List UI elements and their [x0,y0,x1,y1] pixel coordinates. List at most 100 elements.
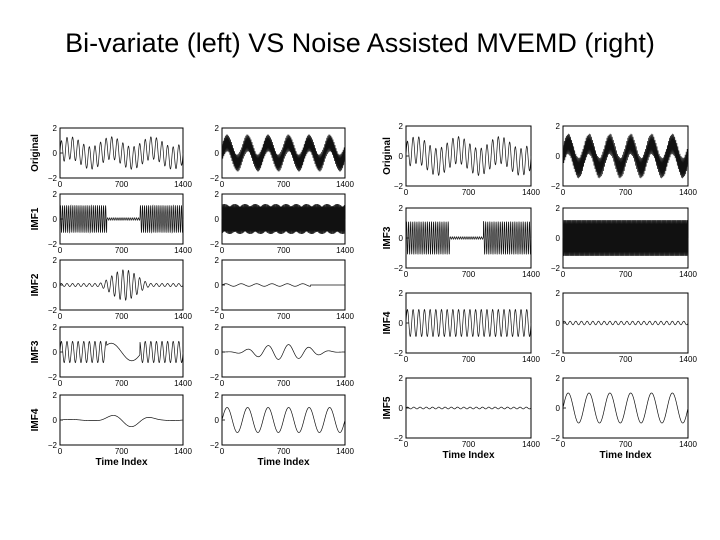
panel-noise-assisted-mvemd-original-left: 20−20 700 1400 [394,122,541,197]
x-tick-label: 0 [561,355,566,364]
y-tick-label: 0 [53,215,58,224]
y-tick-label: 0 [215,215,220,224]
y-tick-label: 2 [556,122,561,131]
x-tick-label: 0 [561,440,566,449]
y-tick-label: −2 [394,434,404,443]
y-tick-label: 0 [53,149,58,158]
panel-bivariate-emd-imf1-right: 20−20 700 1400 [210,190,355,255]
x-tick-label: 700 [619,270,633,279]
panel-bivariate-emd-imf3-left: 20−20 700 1400 [48,323,193,388]
x-tick-label: 0 [220,379,225,388]
panel-noise-assisted-mvemd-imf5-right: 20−20 700 1400 [551,374,698,449]
signal-trace [405,136,532,176]
panel-noise-assisted-mvemd-imf3-left: 20−20 700 1400 [394,204,541,279]
x-tick-label: 1400 [336,447,354,456]
x-tick-label: 700 [115,379,129,388]
x-axis-label: Time Index [257,457,309,468]
x-tick-label: 0 [58,312,63,321]
slide-title: Bi-variate (left) VS Noise Assisted MVEM… [65,28,655,58]
y-tick-label: −2 [394,264,404,273]
x-tick-label: 0 [220,447,225,456]
y-tick-label: 0 [399,234,404,243]
x-tick-label: 1400 [522,440,540,449]
panel-bivariate-emd-original-right: 20−20 700 1400 [210,124,355,189]
y-tick-label: 2 [556,374,561,383]
signal-trace [405,308,532,338]
y-tick-label: −2 [48,441,58,450]
y-tick-label: 0 [215,348,220,357]
y-tick-label: 2 [399,122,404,131]
signal-trace [221,134,346,172]
signal-trace [221,283,345,287]
x-tick-label: 700 [462,440,476,449]
x-tick-label: 1400 [174,312,192,321]
x-tick-label: 1400 [336,312,354,321]
y-tick-label: 0 [215,416,220,425]
x-tick-label: 0 [404,188,409,197]
panel-bivariate-emd-imf2-left: 20−20 700 1400 [48,256,193,321]
y-tick-label: −2 [210,373,220,382]
x-tick-label: 0 [404,355,409,364]
y-tick-label: 2 [215,124,220,133]
y-tick-label: 2 [53,323,58,332]
signal-trace [562,320,689,326]
x-tick-label: 700 [115,180,129,189]
row-label: IMF5 [382,396,393,419]
row-label: IMF3 [30,340,41,363]
y-tick-label: −2 [394,182,404,191]
signal-trace [59,204,184,234]
y-tick-label: 0 [556,319,561,328]
y-tick-label: −2 [551,349,561,358]
y-tick-label: 0 [556,152,561,161]
x-tick-label: 700 [115,447,129,456]
y-tick-label: 2 [215,256,220,265]
y-tick-label: 0 [53,416,58,425]
y-tick-label: −2 [210,441,220,450]
x-tick-label: 0 [58,379,63,388]
signal-trace [59,269,184,301]
y-tick-label: 2 [556,289,561,298]
y-tick-label: −2 [551,264,561,273]
x-tick-label: 1400 [522,270,540,279]
x-axis-label: Time Index [95,457,147,468]
x-tick-label: 700 [277,312,291,321]
x-tick-label: 0 [58,447,63,456]
y-tick-label: 2 [399,289,404,298]
x-tick-label: 1400 [336,180,354,189]
row-label: Original [382,137,393,175]
x-axis-label: Time Index [599,450,651,461]
signal-trace [222,344,345,360]
panel-noise-assisted-mvemd-imf4-left: 20−20 700 1400 [394,289,541,364]
x-tick-label: 0 [404,440,409,449]
panel-bivariate-emd-imf3-right: 20−20 700 1400 [210,323,355,388]
panel-noise-assisted-mvemd-imf5-left: 20−20 700 1400 [394,374,541,449]
signal-trace [405,406,532,410]
signal-trace [59,340,184,364]
x-tick-label: 1400 [522,188,540,197]
y-tick-label: 0 [53,281,58,290]
y-tick-label: 0 [556,234,561,243]
x-tick-label: 1400 [174,246,192,255]
x-tick-label: 700 [619,188,633,197]
x-tick-label: 0 [561,270,566,279]
x-tick-label: 700 [462,188,476,197]
y-tick-label: 0 [556,404,561,413]
y-tick-label: −2 [210,174,220,183]
signal-trace [59,136,184,170]
signal-trace [405,221,532,255]
row-label: IMF2 [30,273,41,296]
y-tick-label: −2 [48,174,58,183]
x-tick-label: 0 [220,180,225,189]
y-tick-label: −2 [551,434,561,443]
x-tick-label: 700 [462,355,476,364]
x-tick-label: 0 [58,180,63,189]
y-tick-label: −2 [394,349,404,358]
x-tick-label: 1400 [174,447,192,456]
signal-trace [221,407,346,433]
x-tick-label: 0 [220,312,225,321]
row-label: IMF1 [30,207,41,230]
panel-bivariate-emd-original-left: 20−20 700 1400 [48,124,193,189]
y-tick-label: 2 [399,374,404,383]
y-tick-label: 2 [53,391,58,400]
x-tick-label: 1400 [679,355,697,364]
